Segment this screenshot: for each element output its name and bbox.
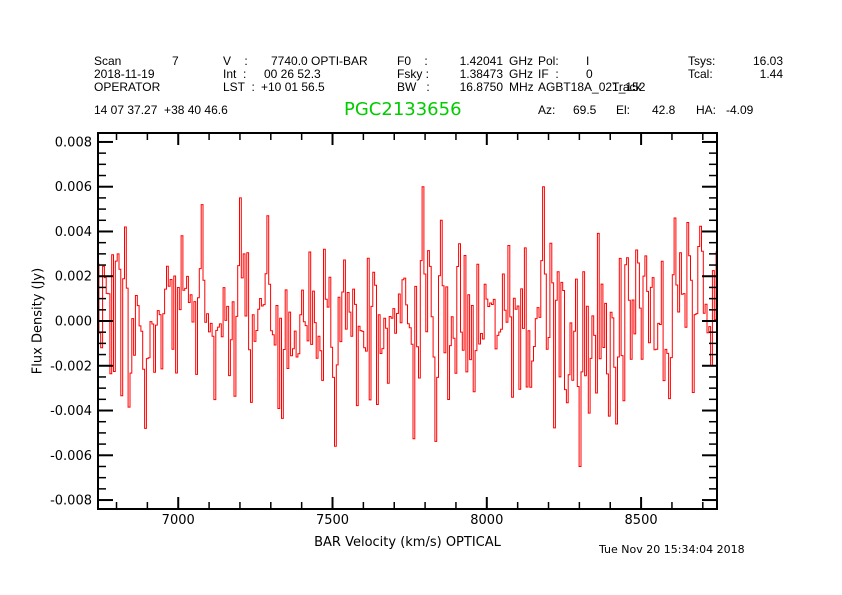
pol-value: I: [586, 54, 590, 68]
svg-text:0.006: 0.006: [55, 180, 92, 195]
int-value: 00 26 52.3: [264, 67, 321, 81]
ra-dec-value: 14 07 37.27 +38 40 46.6: [94, 103, 228, 117]
axis-tick-labels: 7000 7500 8000 8500 0.008 0.006 0.004 0.002 0.00…: [50, 135, 658, 528]
svg-text:-0.006: -0.006: [50, 449, 92, 464]
scan-value: 7: [172, 54, 179, 68]
svg-text:8000: 8000: [470, 513, 503, 528]
ha-value: -4.09: [726, 103, 754, 117]
svg-text:-0.008: -0.008: [50, 494, 92, 509]
date-value: 2018-11-19: [94, 67, 155, 81]
spectrum-line: [98, 186, 717, 467]
f0-label: F0 :: [397, 54, 428, 68]
az-label: Az:: [538, 103, 556, 117]
source-name: PGC2133656: [344, 99, 462, 120]
velocity-value: 7740.0 OPTI-BAR: [271, 54, 368, 68]
if-label: IF :: [538, 67, 559, 81]
axis-ticks: [98, 133, 717, 509]
fsky-label: Fsky :: [397, 67, 429, 81]
az-value: 69.5: [573, 103, 597, 117]
if-value: 0: [586, 67, 593, 81]
velocity-label: V :: [223, 54, 248, 68]
f0-value: 1.42041: [459, 54, 503, 68]
svg-text:-0.004: -0.004: [50, 404, 92, 419]
el-label: El:: [616, 103, 631, 117]
x-axis-title: BAR Velocity (km/s) OPTICAL: [314, 535, 501, 550]
plot-timestamp: Tue Nov 20 15:34:04 2018: [599, 543, 745, 556]
svg-text:0.002: 0.002: [55, 270, 92, 285]
bw-value: 16.8750: [459, 80, 503, 94]
tcal-label: Tcal:: [688, 67, 713, 81]
lst-label: LST :: [223, 80, 255, 94]
int-label: Int :: [223, 67, 247, 81]
svg-text:8500: 8500: [625, 513, 658, 528]
fsky-unit: GHz: [509, 67, 533, 81]
observer-value: OPERATOR: [94, 80, 161, 94]
svg-text:7500: 7500: [316, 513, 349, 528]
svg-text:0.000: 0.000: [55, 315, 92, 330]
pol-label: Pol:: [538, 54, 559, 68]
tcal-value: 1.44: [759, 67, 783, 81]
svg-text:0.004: 0.004: [55, 225, 92, 240]
svg-text:0.008: 0.008: [55, 135, 92, 150]
scan-label: Scan: [94, 54, 122, 68]
bw-label: BW :: [397, 80, 430, 94]
ha-label: HA:: [696, 103, 717, 117]
svg-text:7000: 7000: [162, 513, 195, 528]
f0-unit: GHz: [509, 54, 533, 68]
bw-unit: MHz: [509, 80, 534, 94]
tsys-label: Tsys:: [688, 54, 716, 68]
el-value: 42.8: [652, 103, 676, 117]
lst-value: +10 01 56.5: [261, 80, 325, 94]
fsky-value: 1.38473: [459, 67, 503, 81]
project-id: AGBT18A_021_152: [538, 80, 646, 94]
tsys-value: 16.03: [752, 54, 783, 68]
svg-text:-0.002: -0.002: [50, 359, 92, 374]
y-axis-title: Flux Density (Jy): [30, 267, 46, 375]
procedure-name: Track: [612, 80, 642, 94]
